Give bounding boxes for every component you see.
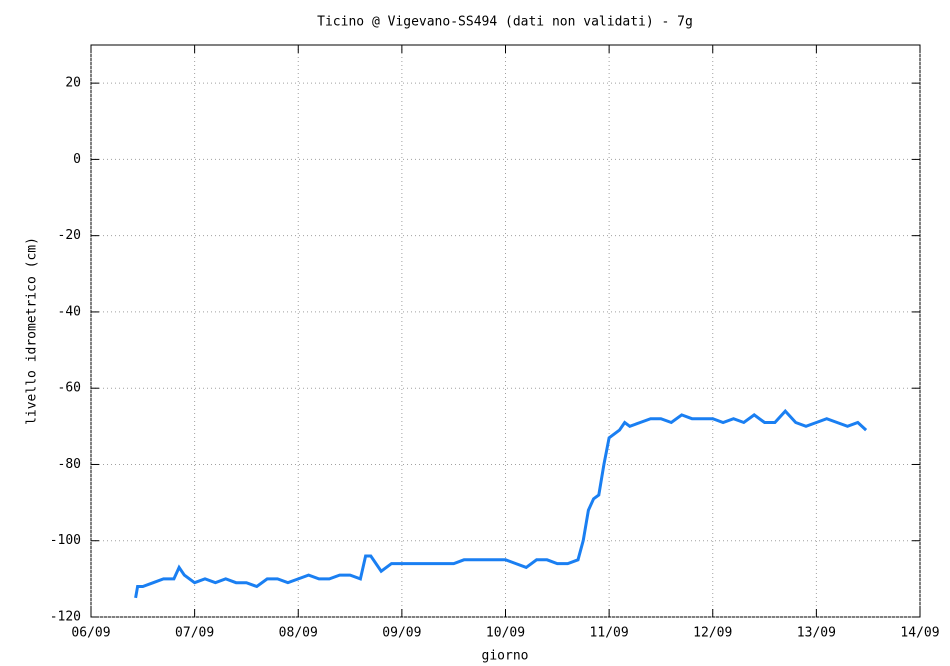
x-tick-label: 08/09: [279, 626, 318, 641]
x-tick-label: 10/09: [486, 626, 525, 641]
y-axis-label: livello idrometrico (cm): [25, 237, 40, 425]
y-tick-label: -40: [58, 304, 81, 319]
chart-title: Ticino @ Vigevano-SS494 (dati non valida…: [317, 15, 693, 30]
plot-frame: [90, 44, 921, 618]
x-tick-label: 14/09: [900, 626, 939, 641]
x-tick-label: 11/09: [590, 626, 629, 641]
y-tick-label: -120: [50, 610, 81, 625]
y-tick-label: -100: [50, 533, 81, 548]
y-tick-label: -60: [58, 381, 81, 396]
x-axis-label: giorno: [482, 649, 529, 664]
y-tick-label: -80: [58, 457, 81, 472]
x-tick-label: 12/09: [693, 626, 732, 641]
data-line: [134, 408, 868, 599]
y-tick-label: -20: [58, 228, 81, 243]
x-tick-label: 09/09: [382, 626, 421, 641]
y-tick-label: 0: [73, 152, 81, 167]
x-tick-label: 13/09: [797, 626, 836, 641]
x-tick-label: 07/09: [175, 626, 214, 641]
y-tick-label: 20: [65, 76, 81, 91]
x-tick-label: 06/09: [71, 626, 110, 641]
